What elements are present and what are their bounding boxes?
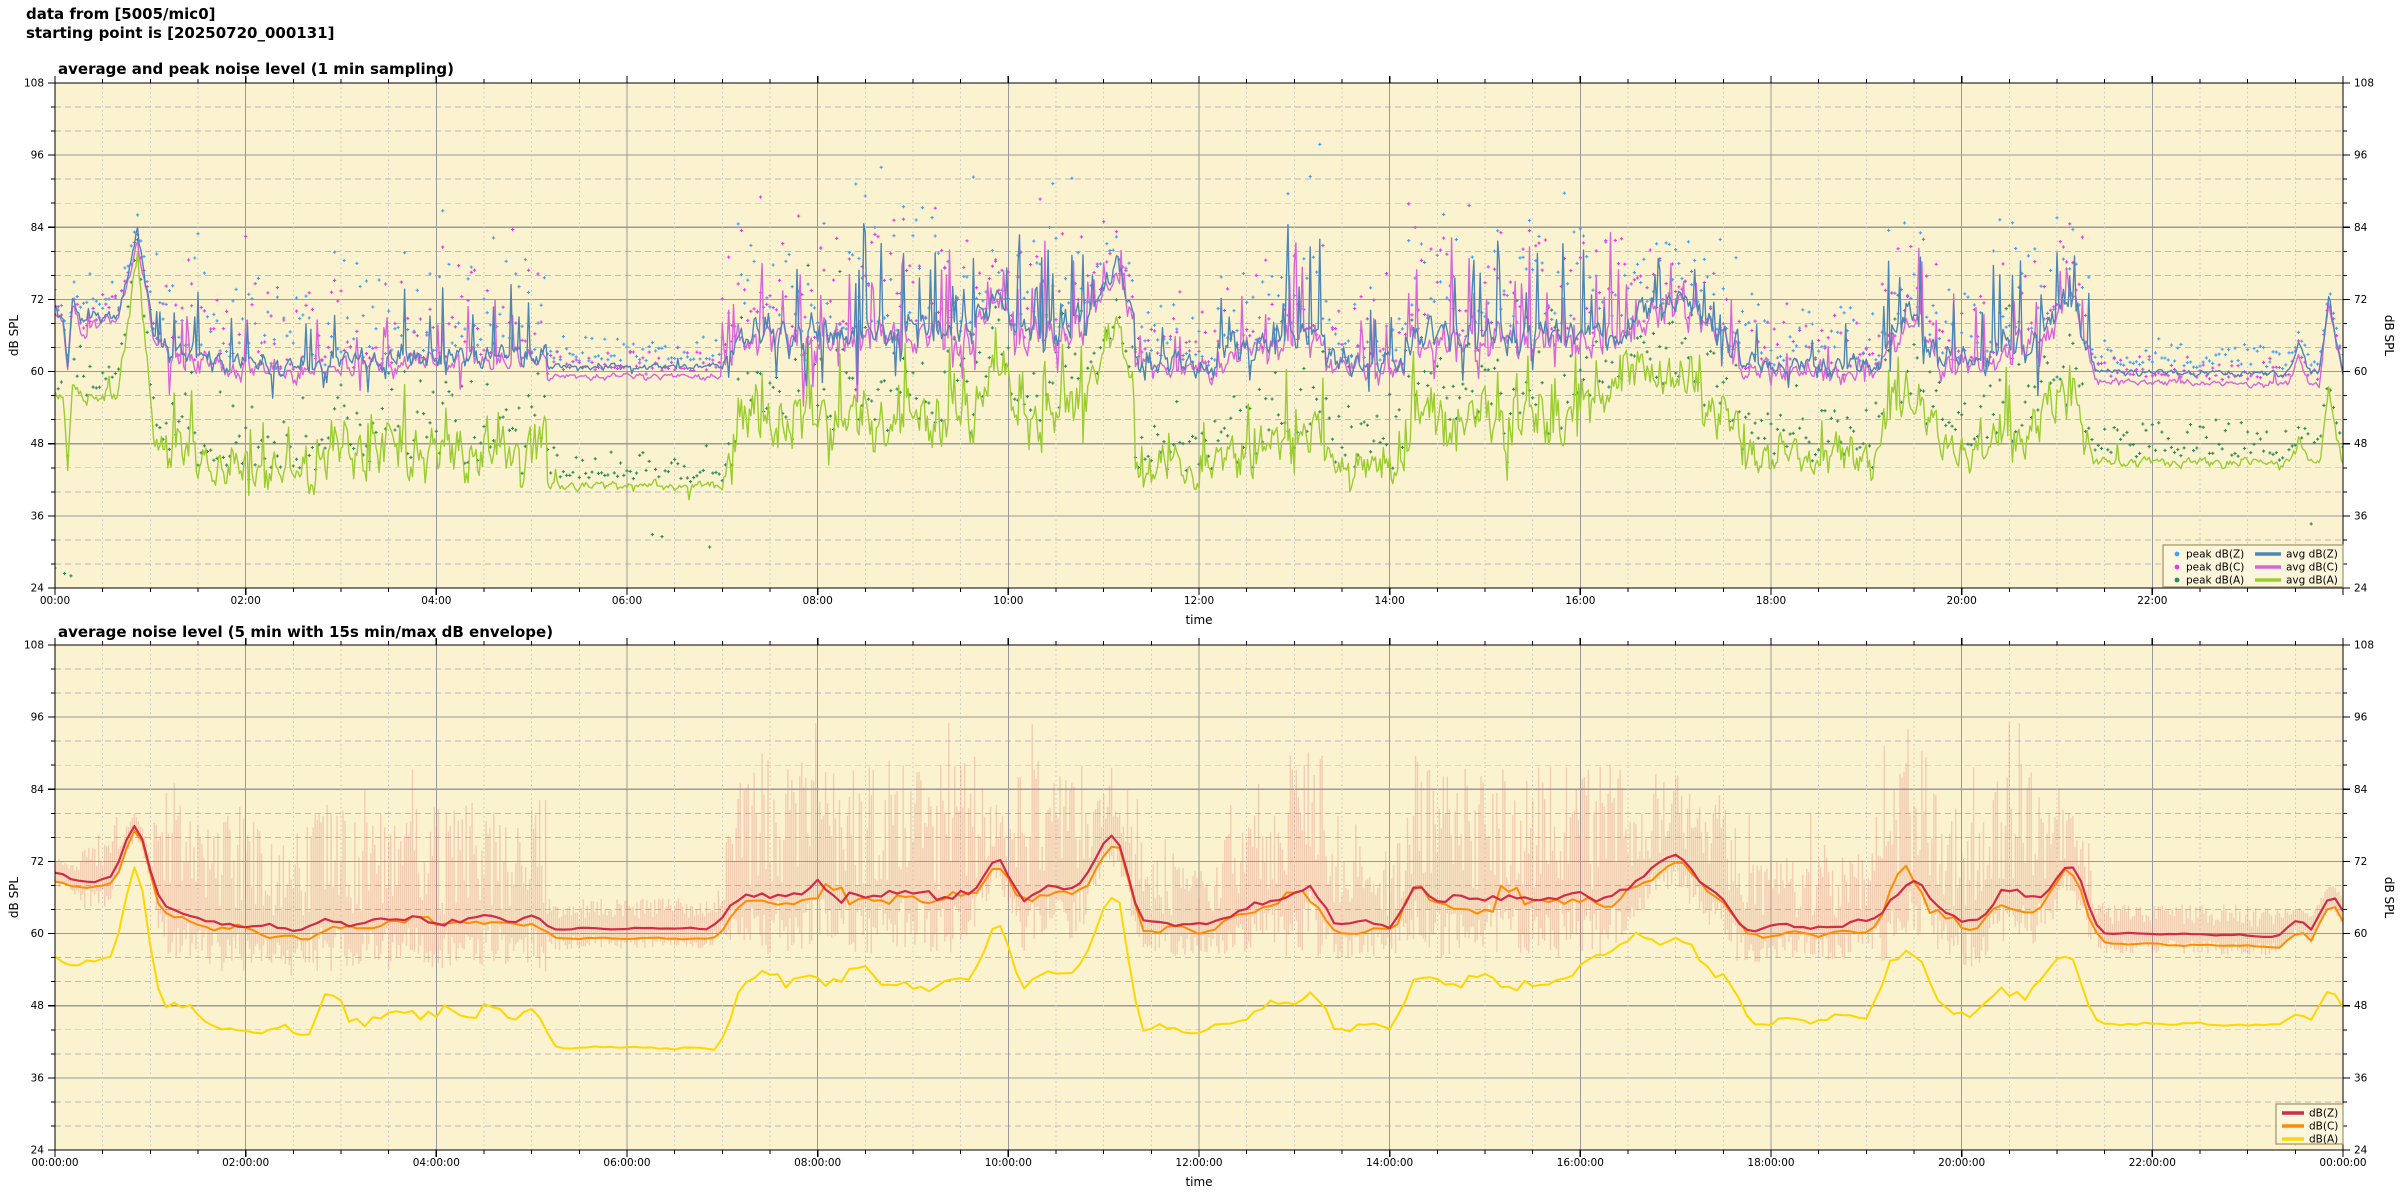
y2-tick-label: 72: [2354, 294, 2367, 306]
y-tick-label: 84: [31, 222, 45, 234]
x-tick-label: 18:00:00: [1747, 1157, 1794, 1169]
legend: dB(Z)dB(C)dB(A): [2275, 1103, 2344, 1146]
legend-marker-dot: [2174, 551, 2180, 557]
y-tick-label: 36: [31, 510, 45, 522]
y-tick-label: 84: [31, 784, 45, 796]
x-tick-label: 12:00:00: [1175, 1157, 1222, 1169]
avg-dba-line: [55, 250, 2343, 501]
x-tick-label: 18:00: [1756, 595, 1786, 607]
x-axis-label: time: [1185, 613, 1212, 627]
legend-label: dB(A): [2309, 1134, 2338, 1146]
y2-tick-label: 60: [2354, 928, 2367, 940]
legend-label: peak dB(Z): [2186, 549, 2244, 561]
chart-title: average noise level (5 min with 15s min/…: [58, 623, 553, 641]
x-tick-label: 12:00: [1184, 595, 1214, 607]
y-tick-label: 48: [31, 1000, 44, 1012]
y-tick-label: 72: [31, 856, 44, 868]
x-tick-label: 02:00: [231, 595, 261, 607]
x-tick-label: 08:00: [803, 595, 833, 607]
dbc-line: [55, 829, 2343, 949]
chart2: 24 24 36 36 48 48 60 60 72 72 84 84 96 96 108 108 00:00:…: [7, 623, 2396, 1189]
peak-dbz-points: [55, 142, 2343, 375]
x-tick-label: 00:00:00: [31, 1157, 78, 1169]
x-tick-label: 04:00:00: [413, 1157, 460, 1169]
y2-tick-label: 24: [2354, 1145, 2368, 1157]
x-tick-label: 08:00:00: [794, 1157, 841, 1169]
x-tick-label: 10:00: [993, 595, 1023, 607]
legend-label: dB(C): [2309, 1121, 2338, 1133]
y-tick-label: 24: [31, 583, 45, 595]
y2-tick-label: 96: [2354, 150, 2368, 162]
x-tick-label: 06:00: [612, 595, 642, 607]
x-tick-label: 20:00: [1947, 595, 1977, 607]
y-axis-label: dB SPL: [7, 315, 21, 357]
x-tick-label: 00:00:00: [2319, 1157, 2366, 1169]
legend-label: dB(Z): [2309, 1108, 2338, 1120]
x-tick-label: 14:00:00: [1366, 1157, 1413, 1169]
legend-label: peak dB(A): [2186, 575, 2244, 587]
y2-tick-label: 48: [2354, 1000, 2367, 1012]
header-data-source: data from [5005/mic0]: [26, 5, 216, 23]
avg-dbz-line: [55, 223, 2343, 399]
y-axis-label: dB SPL: [7, 877, 21, 919]
x-tick-label: 10:00:00: [985, 1157, 1032, 1169]
x-tick-label: 22:00:00: [2129, 1157, 2176, 1169]
header: data from [5005/mic0] starting point is …: [26, 5, 334, 43]
grid: [55, 645, 2343, 1150]
y-tick-label: 48: [31, 438, 44, 450]
x-tick-label: 04:00: [421, 595, 451, 607]
header-starting-point: starting point is [20250720_000131]: [26, 24, 335, 42]
legend-label: peak dB(C): [2186, 562, 2244, 574]
peak-dba-points: [55, 238, 2343, 578]
y-tick-label: 96: [31, 150, 45, 162]
y-tick-label: 96: [31, 712, 45, 724]
y-tick-label: 72: [31, 294, 44, 306]
y2-tick-label: 60: [2354, 366, 2367, 378]
chart-title: average and peak noise level (1 min samp…: [58, 60, 454, 78]
x-tick-label: 14:00: [1375, 595, 1405, 607]
x-tick-label: 00:00: [40, 595, 70, 607]
dba-line: [55, 866, 2343, 1051]
y-tick-label: 108: [24, 78, 44, 90]
legend-marker-dot: [2174, 564, 2180, 570]
series-area: [55, 723, 2343, 1051]
legend-label: avg dB(Z): [2286, 549, 2338, 561]
y2-tick-label: 96: [2354, 712, 2368, 724]
y2-tick-label: 48: [2354, 438, 2367, 450]
x-tick-label: 02:00:00: [222, 1157, 269, 1169]
axes: [48, 76, 2350, 595]
x-tick-label: 16:00: [1565, 595, 1595, 607]
y-tick-label: 24: [31, 1145, 45, 1157]
y2-tick-label: 72: [2354, 856, 2367, 868]
x-tick-label: 20:00:00: [1938, 1157, 1985, 1169]
dbz-line: [55, 825, 2343, 938]
y2-tick-label: 36: [2354, 510, 2368, 522]
x-axis-label: time: [1185, 1175, 1212, 1189]
y-tick-label: 60: [31, 928, 44, 940]
x-tick-label: 16:00:00: [1557, 1157, 1604, 1169]
y2-axis-label: dB SPL: [2382, 877, 2396, 919]
y2-tick-label: 84: [2354, 222, 2368, 234]
y2-tick-label: 24: [2354, 583, 2368, 595]
y2-tick-label: 36: [2354, 1072, 2368, 1084]
y-tick-label: 108: [24, 640, 44, 652]
y-tick-label: 36: [31, 1072, 45, 1084]
chart1: 24 24 36 36 48 48 60 60 72 72 84 84 96 96 108 108 00:00 0…: [7, 60, 2396, 627]
y2-axis-label: dB SPL: [2382, 315, 2396, 357]
legend-label: avg dB(C): [2286, 562, 2338, 574]
x-tick-label: 06:00:00: [603, 1157, 650, 1169]
axes: [48, 638, 2350, 1157]
legend-marker-dot: [2174, 577, 2180, 583]
legend: peak dB(Z)peak dB(C)peak dB(A)avg dB(Z)a…: [2162, 544, 2344, 588]
y-tick-label: 60: [31, 366, 44, 378]
legend-label: avg dB(A): [2286, 575, 2338, 587]
y2-tick-label: 84: [2354, 784, 2368, 796]
y2-tick-label: 108: [2354, 640, 2374, 652]
x-tick-label: 22:00: [2137, 595, 2167, 607]
y2-tick-label: 108: [2354, 78, 2374, 90]
series-area: [55, 142, 2343, 578]
